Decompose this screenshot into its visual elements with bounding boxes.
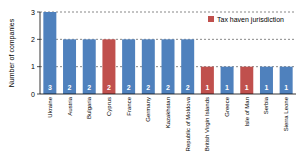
grid-line	[40, 12, 296, 13]
data-label: 2	[186, 84, 190, 91]
bar	[102, 39, 115, 94]
data-labels: 3 2 2 2 2 2 2 1 1 1 2 1 1	[48, 84, 288, 91]
y-axis-label: Number of companies	[8, 18, 16, 87]
y-tick-label: 0	[31, 91, 35, 98]
bar	[181, 39, 194, 94]
y-tick-label: 2	[31, 36, 35, 43]
x-tick-label: Sierra Leone	[283, 96, 289, 131]
bar	[63, 39, 76, 94]
x-tick-label: Germany	[145, 97, 151, 122]
data-label: 1	[245, 84, 249, 91]
x-tick-label: Republic of Moldova	[185, 96, 191, 151]
x-tick-label: France	[126, 96, 132, 115]
data-label: 2	[146, 84, 150, 91]
data-label: 2	[107, 84, 111, 91]
data-label: 2	[166, 84, 170, 91]
data-label: 2	[68, 84, 72, 91]
data-label: 1	[284, 84, 288, 91]
x-tick-label: Isle of Man	[244, 97, 250, 126]
bar	[43, 12, 56, 94]
bar	[83, 39, 96, 94]
y-tick	[37, 12, 40, 13]
y-tick	[37, 66, 40, 67]
bar	[122, 39, 135, 94]
bar	[162, 39, 175, 94]
x-tick-label: Serbia	[263, 96, 269, 114]
y-tick	[37, 94, 40, 95]
x-tick-label: Cyprus	[106, 97, 112, 116]
bar	[260, 67, 273, 94]
y-axis	[40, 12, 41, 94]
bar	[280, 67, 293, 94]
data-label: 1	[265, 84, 269, 91]
y-tick-label: 1	[31, 63, 35, 70]
data-label: 3	[48, 84, 52, 91]
chart-svg: 0 1 2 3 Number of companies 3 2 2 2 2 2 2 1 1 1 2 1 1 Ukra…	[0, 0, 300, 161]
data-label: 2	[87, 84, 91, 91]
bar	[240, 67, 253, 94]
x-tick-label: Austria	[67, 96, 73, 115]
x-axis	[40, 94, 296, 95]
bar	[142, 39, 155, 94]
y-tick-label: 3	[31, 9, 35, 16]
data-label: 1	[205, 84, 209, 91]
bar	[201, 67, 214, 94]
data-label: 2	[127, 84, 131, 91]
chart-container: 0 1 2 3 Number of companies 3 2 2 2 2 2 2 1 1 1 2 1 1 Ukra…	[0, 0, 300, 161]
legend-swatch	[208, 16, 214, 22]
x-tick-label: Greece	[224, 96, 230, 116]
data-label: 1	[225, 84, 229, 91]
bar	[221, 67, 234, 94]
x-tick-label: British Virgin Islands	[204, 97, 210, 151]
x-tick-label: Kazakhstan	[165, 97, 171, 128]
x-tick-label: Bulgaria	[86, 96, 92, 119]
legend-label: Tax haven jurisdiction	[217, 16, 284, 24]
x-tick-label: Ukraine	[47, 96, 53, 117]
y-tick	[37, 39, 40, 40]
bars	[43, 12, 292, 94]
